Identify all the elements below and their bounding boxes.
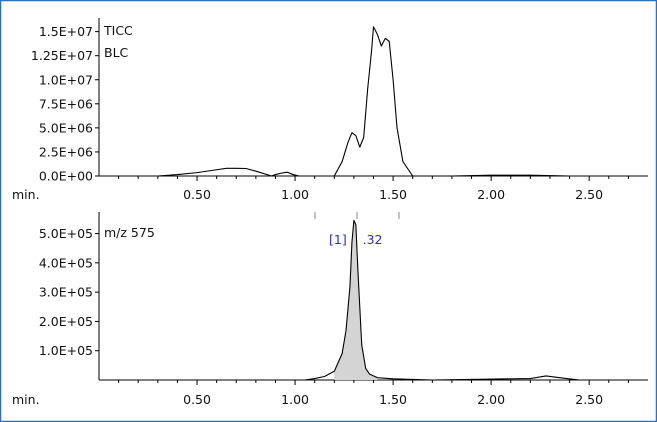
x-tick-label: 2.00 [477, 392, 505, 407]
y-tick-label: 3.0E+05 [39, 285, 93, 300]
x-tick-label: 1.50 [379, 187, 407, 202]
y-tick-label: 1.25E+07 [31, 48, 93, 63]
trace-label: TICC [103, 23, 133, 38]
y-tick-label: 0.0E+00 [39, 169, 93, 184]
chromatogram-trace [99, 219, 648, 381]
ticc-chromatogram-panel: 0.0E+00 2.5E+06 5.0E+06 7.5E+06 1.0E+07 1.25E… [12, 18, 648, 202]
y-tick-label: 5.0E+06 [39, 120, 93, 135]
x-unit-label: min. [12, 187, 40, 202]
y-tick-label: 2.0E+05 [39, 314, 93, 329]
x-tick-label: 2.50 [575, 187, 603, 202]
y-tick-label: 2.5E+06 [39, 144, 93, 159]
x-tick-label: 2.50 [575, 392, 603, 407]
mz575-chromatogram-panel: 1.0E+05 2.0E+05 3.0E+05 4.0E+05 5.0E+05 0.50 1… [12, 212, 648, 407]
chromatogram-trace [99, 26, 648, 177]
peak-annotation: [1] .32 [329, 232, 382, 247]
x-tick-label: 1.00 [281, 392, 309, 407]
x-unit-label: min. [12, 392, 40, 407]
y-tick-label: 1.0E+05 [39, 343, 93, 358]
x-tick-label: 1.50 [379, 392, 407, 407]
y-tick-label: 1.5E+07 [39, 24, 93, 39]
x-tick-label: 0.50 [183, 187, 211, 202]
x-tick-label: 2.00 [477, 187, 505, 202]
y-tick-label: 1.0E+07 [39, 72, 93, 87]
trace-label: BLC [104, 45, 129, 60]
x-tick-label: 1.00 [281, 187, 309, 202]
y-tick-label: 5.0E+05 [39, 226, 93, 241]
x-tick-label: 0.50 [183, 392, 211, 407]
integrated-peak-area [334, 220, 378, 380]
trace-label: m/z 575 [104, 225, 155, 240]
y-tick-label: 7.5E+06 [39, 96, 93, 111]
y-tick-label: 4.0E+05 [39, 255, 93, 270]
